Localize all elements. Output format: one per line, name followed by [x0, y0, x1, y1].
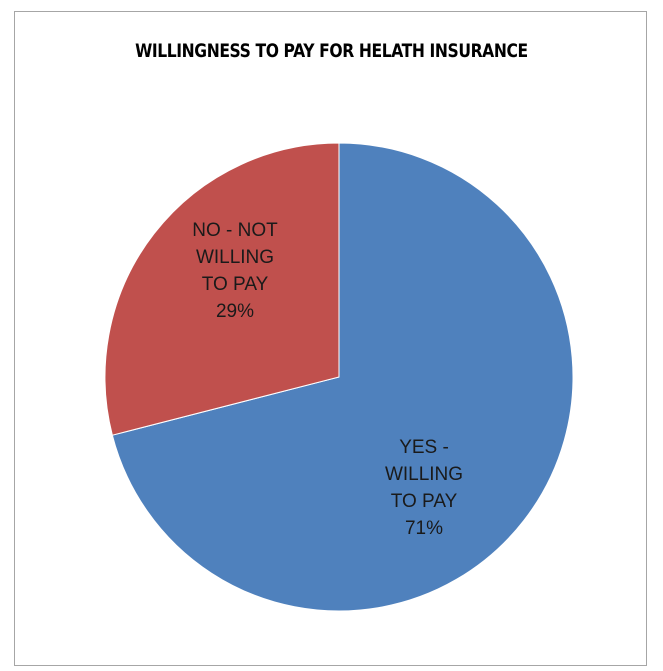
chart-title: WILLINGNESS TO PAY FOR HELATH INSURANCE — [135, 40, 528, 62]
pie-slice-label-line: 71% — [405, 518, 443, 539]
pie-slice-label-line: TO PAY — [202, 274, 269, 295]
pie-slices — [104, 142, 574, 612]
pie-slice-label-line: NO - NOT — [192, 220, 278, 241]
pie-slice-label-line: 29% — [216, 301, 254, 322]
pie-slice-label-line: WILLING — [196, 247, 274, 268]
pie-slice-label-1: NO - NOT WILLING TO PAY 29% — [192, 220, 278, 322]
pie-slice-label-line: WILLING — [385, 464, 463, 485]
pie-slice-0 — [111, 142, 574, 612]
pie-slice-label-line: TO PAY — [391, 491, 458, 512]
pie-slice-1 — [104, 142, 340, 436]
pie-slice-label-0: YES - WILLING TO PAY 71% — [385, 437, 463, 539]
pie-slice-label-line: YES - — [399, 437, 449, 458]
pie-labels: YES - WILLING TO PAY 71% NO - NOT WILLING TO P… — [192, 220, 463, 539]
